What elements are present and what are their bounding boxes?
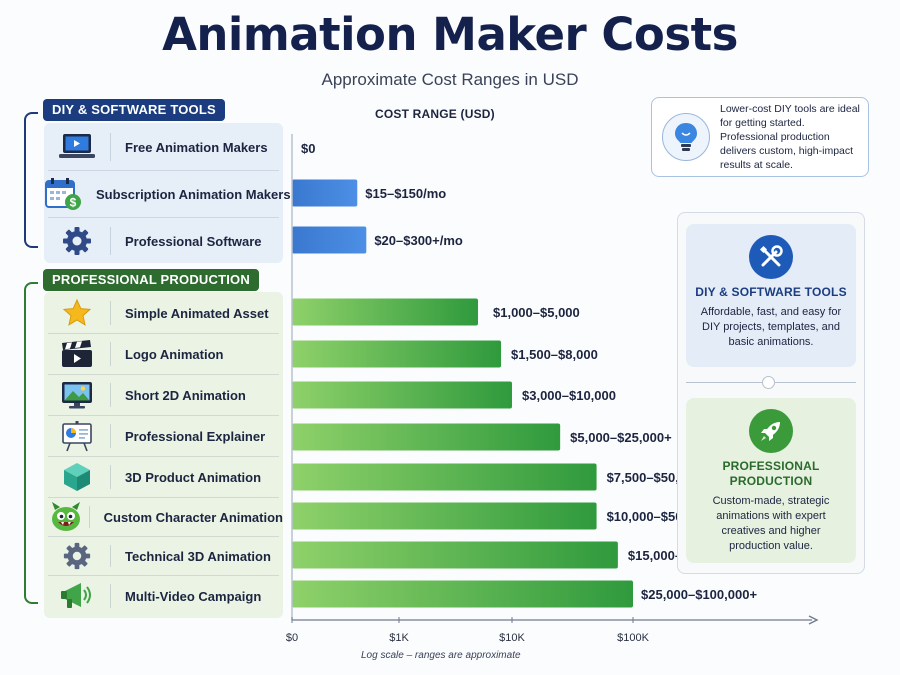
x-tick-label: $10K (499, 632, 525, 644)
row-label: Technical 3D Animation (125, 548, 271, 564)
row-label: Professional Software (125, 233, 262, 249)
bar-8 (292, 463, 597, 491)
bar-2 (292, 179, 358, 207)
list-item: Custom Character Animation (44, 498, 283, 536)
bar-11 (292, 580, 633, 608)
list-item: $ Subscription Animation Makers (44, 171, 291, 217)
cube-icon (44, 457, 110, 497)
row-divider (48, 415, 279, 416)
bar-9 (292, 502, 597, 530)
calendar-dollar-icon: $ (44, 171, 82, 217)
bar-value-label: $20–$300+/mo (374, 233, 463, 248)
rocket-icon (749, 409, 793, 453)
bar-value-label: $1,000–$5,000 (493, 305, 580, 320)
row-divider (48, 217, 279, 218)
row-divider (48, 536, 279, 537)
page-subtitle: Approximate Cost Ranges in USD (321, 70, 579, 89)
pro-legend-title: PROFESSIONAL PRODUCTION (722, 459, 820, 488)
row-divider (48, 374, 279, 375)
bar-10 (292, 541, 618, 569)
bar-value-label: $25,000–$100,000+ (641, 587, 757, 602)
list-item: 3D Product Animation (44, 457, 283, 497)
bar-4 (292, 298, 478, 326)
presentation-board-icon (44, 416, 110, 456)
row-divider (48, 170, 279, 171)
row-divider (48, 497, 279, 498)
bar-value-label: $3,000–$10,000 (522, 388, 616, 403)
row-label: Logo Animation (125, 346, 224, 362)
row-label: Custom Character Animation (103, 509, 283, 525)
row-divider (48, 456, 279, 457)
diy-legend-card: DIY & SOFTWARE TOOLS Affordable, fast, a… (686, 224, 856, 367)
axis-note: Log scale – ranges are approximate (361, 650, 521, 661)
row-label: 3D Product Animation (125, 469, 262, 485)
tools-icon (749, 235, 793, 279)
star-icon (44, 293, 110, 333)
row-label: Free Animation Makers (125, 139, 268, 155)
list-item: Professional Explainer (44, 416, 283, 456)
list-item: Technical 3D Animation (44, 537, 283, 575)
monster-icon (44, 498, 89, 536)
tip-text: Lower-cost DIY tools are ideal for getti… (720, 103, 860, 171)
row-divider (48, 575, 279, 576)
svg-text:$: $ (70, 196, 77, 210)
bar-7 (292, 423, 561, 451)
pro-legend-desc: Custom-made, strategic animations with e… (712, 495, 830, 552)
list-item: Simple Animated Asset (44, 293, 283, 333)
monitor-image-icon (44, 375, 110, 415)
pro-legend-card: PROFESSIONAL PRODUCTION Custom-made, str… (686, 398, 856, 563)
x-tick-label: $1K (389, 632, 409, 644)
laptop-play-icon (44, 124, 110, 170)
page-title: Animation Maker Costs (162, 8, 738, 61)
pro-group-label: PROFESSIONAL PRODUCTION (43, 269, 259, 291)
list-item: Professional Software (44, 218, 283, 264)
megaphone-icon (44, 576, 110, 616)
list-item: Multi-Video Campaign (44, 576, 283, 616)
clapperboard-icon (44, 334, 110, 374)
diy-legend-title: DIY & SOFTWARE TOOLS (695, 285, 847, 299)
legend-divider-dot (762, 376, 775, 389)
x-tick-label: $0 (286, 632, 298, 644)
pro-group-bracket (24, 282, 38, 604)
list-item: Logo Animation (44, 334, 283, 374)
gear-icon (44, 537, 110, 575)
gear-icon (44, 218, 110, 264)
bar-6 (292, 381, 512, 409)
bar-value-label: $0 (301, 141, 315, 156)
diy-group-label: DIY & SOFTWARE TOOLS (43, 99, 225, 121)
row-label: Professional Explainer (125, 428, 266, 444)
bar-value-label: $15–$150/mo (365, 186, 446, 201)
row-label: Short 2D Animation (125, 387, 246, 403)
diy-group-bracket (24, 112, 38, 248)
row-label: Subscription Animation Makers (96, 186, 291, 202)
list-item: Free Animation Makers (44, 124, 283, 170)
bar-3 (292, 226, 367, 254)
list-item: Short 2D Animation (44, 375, 283, 415)
row-label: Simple Animated Asset (125, 305, 269, 321)
x-tick-label: $100K (617, 632, 649, 644)
tip-box: Lower-cost DIY tools are ideal for getti… (651, 97, 869, 177)
bar-value-label: $5,000–$25,000+ (570, 430, 672, 445)
cost-range-header: COST RANGE (USD) (375, 107, 495, 121)
legend-panel: DIY & SOFTWARE TOOLS Affordable, fast, a… (677, 212, 865, 574)
x-axis-arrow (808, 615, 819, 625)
bar-value-label: $1,500–$8,000 (511, 347, 598, 362)
bar-5 (292, 340, 502, 368)
lightbulb-icon (662, 113, 710, 161)
row-label: Multi-Video Campaign (125, 588, 262, 604)
diy-legend-desc: Affordable, fast, and easy for DIY proje… (700, 306, 842, 348)
row-divider (48, 333, 279, 334)
